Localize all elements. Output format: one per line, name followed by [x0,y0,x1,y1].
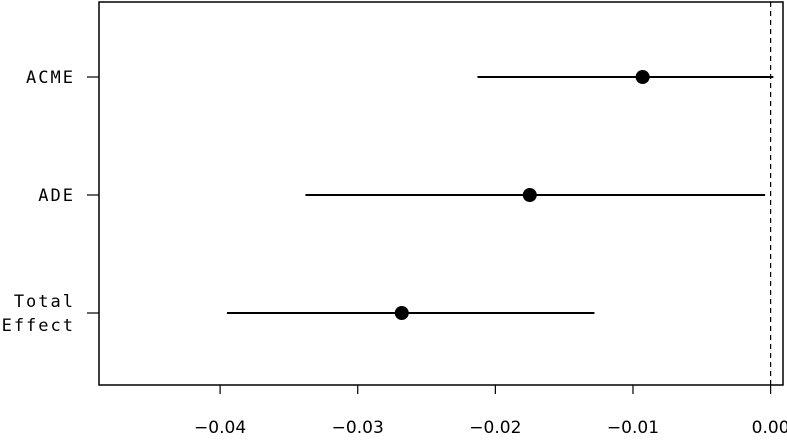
point-estimate-marker [522,188,537,202]
y-category-label: Effect [2,316,75,336]
point-estimate-marker [635,70,650,84]
point-estimate-marker [394,306,409,320]
x-tick-label: −0.02 [469,418,521,438]
x-tick-label: −0.03 [332,418,384,438]
y-category-label: ADE [38,186,75,206]
x-tick-label: −0.01 [607,418,659,438]
x-tick-label: 0.00 [752,418,787,438]
y-category-label: ACME [26,68,75,88]
plot-frame [98,1,784,386]
y-category-label: Total [14,292,75,312]
x-tick-label: −0.04 [194,418,246,438]
